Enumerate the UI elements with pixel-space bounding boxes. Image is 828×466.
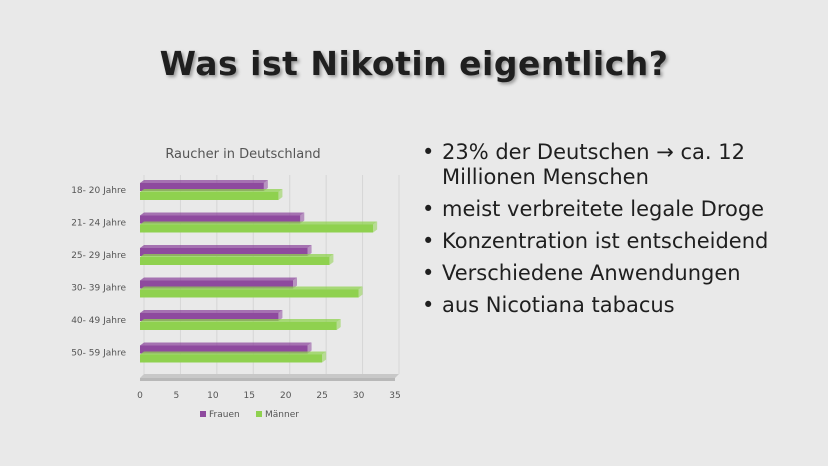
bar-frauen: [140, 342, 312, 354]
bar-top-face: [140, 212, 305, 216]
bar-männer: [140, 189, 283, 200]
bar-top-face: [140, 180, 268, 183]
bar-front-face: [140, 280, 293, 289]
bar-top-face: [140, 351, 327, 355]
bars-layer: [140, 180, 378, 363]
x-tick-label: 0: [137, 391, 143, 401]
bar-end-face: [329, 254, 334, 265]
legend-swatch-männer: [256, 411, 262, 417]
x-tick-label: 20: [280, 391, 292, 401]
bar-end-face: [322, 351, 327, 363]
bullet-list: • 23% der Deutschen → ca. 12 Millionen Me…: [420, 140, 820, 325]
bar-front-face: [140, 183, 264, 191]
bullet-text: 23% der Deutschen → ca. 12 Millionen Men…: [442, 140, 746, 189]
bullet-dot: •: [422, 229, 435, 253]
bar-frauen: [140, 245, 312, 256]
bar-front-face: [140, 215, 301, 224]
legend-swatch-frauen: [200, 411, 206, 417]
bar-front-face: [140, 354, 323, 363]
bar-männer: [140, 221, 378, 233]
bar-frauen: [140, 277, 297, 289]
bar-frauen: [140, 212, 305, 224]
bullet-dot: •: [422, 261, 435, 285]
chart-floor-edge: [140, 378, 395, 381]
chart-title: Raucher in Deutschland: [165, 147, 320, 162]
bar-front-face: [140, 248, 308, 256]
bar-top-face: [140, 319, 341, 322]
bullet-text: meist verbreitete legale Droge: [442, 197, 765, 221]
bar-front-face: [140, 345, 308, 354]
bullet-text: Konzentration ist entscheidend: [442, 229, 769, 253]
y-tick-label: 18- 20 Jahre: [71, 186, 126, 196]
x-tick-label: 35: [389, 391, 400, 401]
bullet-text: Verschiedene Anwendungen: [442, 261, 741, 285]
bullet-dot: •: [422, 140, 435, 164]
grid-layer: [140, 175, 400, 381]
bullet-dot: •: [422, 293, 435, 317]
bullet-item: • aus Nicotiana tabacus: [420, 293, 820, 318]
y-tick-label: 50- 59 Jahre: [71, 349, 126, 359]
bar-end-face: [293, 277, 297, 289]
bar-top-face: [140, 189, 283, 192]
bullet-item: • 23% der Deutschen → ca. 12 Millionen Me…: [420, 140, 820, 190]
bar-front-face: [140, 192, 279, 200]
bar-end-face: [358, 286, 363, 298]
bullet-item: • meist verbreitete legale Droge: [420, 197, 820, 222]
bullet-item: • Konzentration ist entscheidend: [420, 229, 820, 254]
bar-top-face: [140, 342, 312, 346]
bar-front-face: [140, 322, 337, 330]
bullet-item: • Verschiedene Anwendungen: [420, 261, 820, 286]
x-tick-label: 25: [316, 391, 327, 401]
bar-top-face: [140, 286, 363, 290]
bullet-dot: •: [422, 197, 435, 221]
bar-männer: [140, 286, 363, 298]
bar-end-face: [278, 310, 283, 321]
bar-frauen: [140, 180, 268, 191]
bar-front-face: [140, 313, 279, 321]
legend-label: Männer: [265, 410, 299, 420]
x-tick-label: 5: [174, 391, 180, 401]
bar-end-face: [263, 180, 268, 191]
bar-front-face: [140, 289, 359, 298]
bar-top-face: [140, 277, 297, 281]
chart-svg: Raucher in Deutschland 0 5 10 15 20 25 30 35 18-…: [71, 147, 401, 420]
x-tick-label: 10: [207, 391, 219, 401]
bar-männer: [140, 319, 341, 330]
bar-end-face: [307, 245, 312, 256]
y-tick-label: 30- 39 Jahre: [71, 284, 126, 294]
bar-end-face: [300, 212, 305, 224]
x-tick-label: 30: [353, 391, 365, 401]
bar-end-face: [336, 319, 341, 330]
labels-layer: 0 5 10 15 20 25 30 35 18- 20 Jahre 21- 24 Jahre 25…: [71, 186, 401, 401]
bar-front-face: [140, 224, 374, 233]
bar-front-face: [140, 257, 330, 265]
bar-chart: Raucher in Deutschland 0 5 10 15 20 25 30 35 18-…: [60, 140, 410, 430]
y-tick-label: 40- 49 Jahre: [71, 316, 126, 326]
x-tick-label: 15: [244, 391, 255, 401]
y-tick-label: 21- 24 Jahre: [71, 219, 126, 229]
bar-männer: [140, 254, 334, 265]
bar-end-face: [373, 221, 378, 233]
bar-frauen: [140, 310, 283, 321]
legend: Frauen Männer: [200, 410, 299, 420]
slide-title: Was ist Nikotin eigentlich?: [159, 44, 669, 83]
y-tick-label: 25- 29 Jahre: [71, 251, 126, 261]
bar-top-face: [140, 310, 283, 313]
bar-end-face: [278, 189, 283, 200]
chart-floor: [140, 374, 399, 378]
legend-label: Frauen: [209, 410, 240, 420]
bar-männer: [140, 351, 327, 363]
bar-top-face: [140, 221, 378, 225]
bullet-text: aus Nicotiana tabacus: [442, 293, 675, 317]
bar-end-face: [307, 342, 312, 354]
bar-top-face: [140, 254, 334, 257]
bar-top-face: [140, 245, 312, 248]
